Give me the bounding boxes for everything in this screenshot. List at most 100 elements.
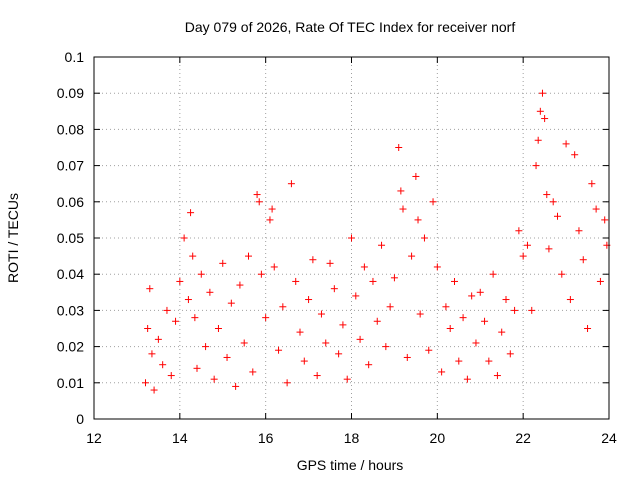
plot-frame	[93, 56, 610, 420]
data-point	[536, 107, 544, 115]
data-point	[266, 216, 274, 224]
data-point	[360, 263, 368, 271]
data-point	[554, 212, 561, 220]
x-tick-label: 20	[430, 430, 446, 446]
data-point	[335, 350, 343, 358]
data-point	[463, 375, 471, 383]
data-point	[279, 303, 287, 311]
data-point	[146, 285, 154, 293]
data-point	[159, 361, 167, 369]
data-point	[541, 115, 549, 123]
data-point	[532, 162, 540, 170]
data-point	[390, 274, 398, 282]
y-tick-label: 0.04	[57, 266, 84, 282]
data-point	[476, 288, 484, 296]
data-point	[187, 209, 195, 217]
data-point	[433, 263, 441, 271]
data-point	[601, 216, 609, 224]
data-point	[373, 317, 381, 325]
data-point	[451, 277, 458, 285]
data-point	[275, 346, 283, 354]
data-point	[472, 339, 480, 347]
data-point	[223, 353, 231, 361]
data-point	[425, 346, 433, 354]
y-tick-label: 0.08	[57, 121, 84, 137]
data-point	[144, 325, 152, 332]
data-point	[270, 263, 278, 271]
y-tick-label: 0.07	[57, 158, 84, 174]
y-tick-label: 0	[76, 411, 84, 427]
data-point	[287, 180, 295, 188]
data-point	[163, 306, 171, 314]
data-point	[502, 296, 510, 304]
data-point	[356, 335, 364, 343]
data-point	[412, 172, 420, 180]
data-point	[414, 216, 422, 224]
data-point	[459, 314, 467, 322]
data-point	[257, 270, 265, 278]
data-point	[172, 317, 180, 325]
data-point	[309, 256, 317, 264]
data-point	[249, 368, 257, 376]
data-point	[545, 245, 553, 253]
data-point	[296, 328, 304, 336]
data-point	[227, 299, 235, 307]
data-point	[562, 140, 570, 148]
data-point	[219, 259, 227, 267]
x-tick-label: 18	[344, 430, 360, 446]
data-point	[416, 310, 424, 318]
data-point	[184, 296, 192, 304]
x-tick-label: 24	[601, 430, 617, 446]
data-point	[558, 270, 566, 278]
data-point	[326, 259, 334, 267]
data-point	[498, 328, 506, 336]
y-tick-label: 0.09	[57, 85, 84, 101]
y-tick-label: 0.1	[65, 49, 85, 65]
data-point	[317, 310, 325, 318]
data-point	[255, 198, 263, 206]
data-point	[292, 277, 300, 285]
data-point	[399, 205, 407, 213]
y-axis-label: ROTI / TECUs	[5, 193, 21, 283]
data-point	[262, 314, 270, 322]
data-point	[176, 277, 184, 285]
data-point	[397, 187, 405, 195]
data-point	[343, 375, 351, 383]
data-point	[571, 151, 579, 159]
y-tick-label: 0.01	[57, 375, 84, 391]
data-point	[403, 353, 411, 361]
x-tick-label: 14	[172, 430, 188, 446]
y-tick-label: 0.03	[57, 302, 84, 318]
data-point	[253, 191, 261, 199]
data-points	[142, 89, 611, 394]
data-point	[468, 292, 476, 300]
data-point	[197, 270, 205, 278]
data-point	[584, 325, 592, 332]
data-point	[489, 270, 497, 278]
data-point	[268, 205, 276, 213]
data-point	[506, 350, 514, 358]
data-point	[148, 350, 156, 358]
data-point	[446, 325, 454, 332]
data-point	[339, 321, 347, 329]
data-point	[191, 314, 199, 322]
data-point	[386, 303, 394, 311]
data-point	[313, 372, 321, 380]
axes: 12 14 16 18 20 22 24 0 0.01 0.02 0.03 0.04 0.05 0.06 0…	[57, 49, 617, 446]
data-point	[515, 227, 523, 235]
data-point	[348, 234, 355, 242]
data-point	[210, 375, 218, 383]
data-point	[511, 306, 519, 314]
data-point	[549, 198, 557, 206]
data-point	[442, 303, 450, 311]
data-point	[283, 379, 291, 387]
data-point	[566, 296, 574, 304]
data-point	[142, 379, 149, 387]
data-point	[429, 198, 437, 206]
data-point	[214, 325, 222, 332]
data-point	[300, 357, 308, 365]
x-axis-label: GPS time / hours	[297, 457, 404, 473]
data-point	[420, 234, 428, 242]
data-point	[408, 252, 416, 260]
